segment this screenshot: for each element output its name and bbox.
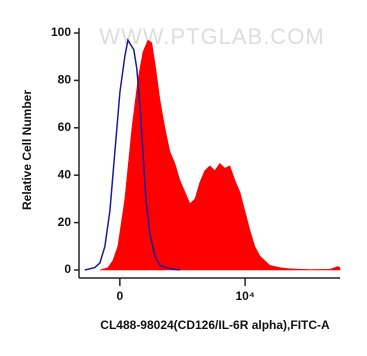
x-tick-label: 10⁴	[235, 289, 254, 303]
x-tick-label: 0	[117, 289, 124, 303]
y-tick-label: 0	[64, 262, 71, 276]
watermark: WWW.PTGLAB.COM	[99, 24, 324, 49]
y-tick-label: 80	[58, 73, 72, 87]
y-tick-label: 40	[58, 167, 72, 181]
histogram-line	[84, 38, 180, 271]
y-tick-label: 100	[51, 25, 71, 39]
y-tick-label: 20	[58, 215, 72, 229]
y-tick-label: 60	[58, 120, 72, 134]
x-axis-label: CL488-98024(CD126/IL-6R alpha),FITC-A	[100, 318, 330, 332]
y-axis-label: Relative Cell Number	[20, 90, 34, 210]
histogram-area	[99, 39, 341, 271]
